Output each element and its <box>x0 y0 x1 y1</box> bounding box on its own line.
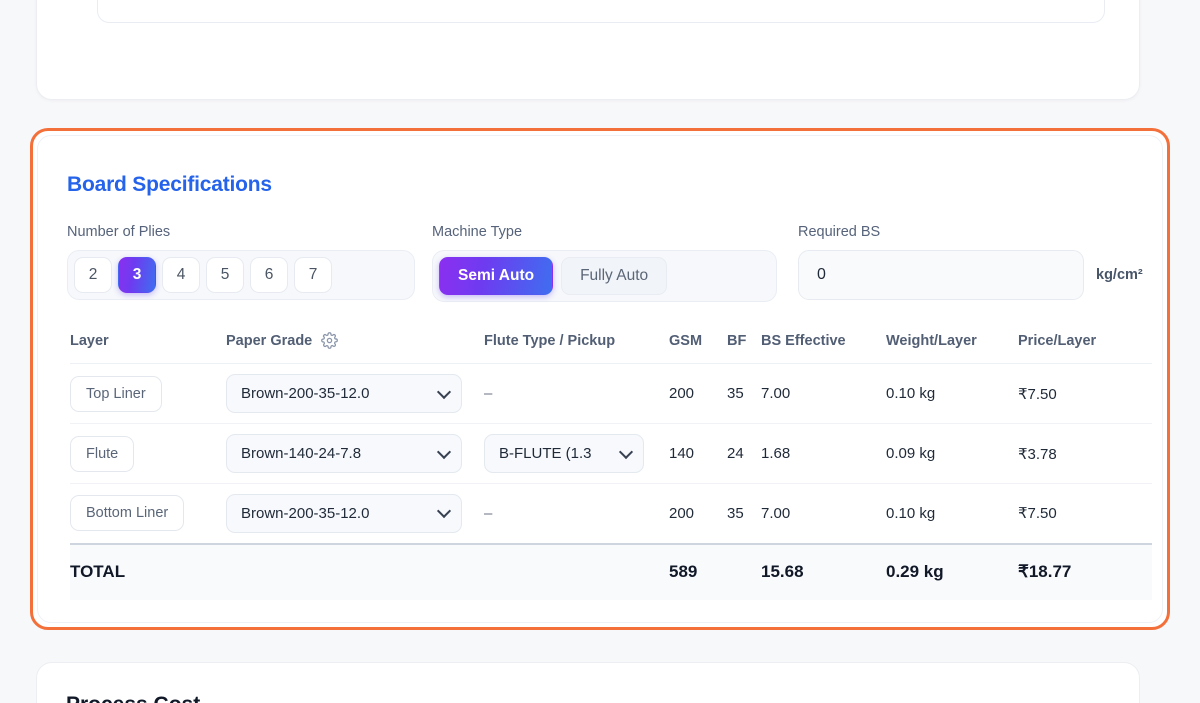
machine-type-control: Machine Type Semi Auto Fully Auto <box>432 224 777 302</box>
layer-chip: Bottom Liner <box>70 495 185 532</box>
total-grade-spacer <box>226 542 484 600</box>
plies-option-5[interactable]: 5 <box>206 257 244 293</box>
header-gsm: GSM <box>669 332 703 349</box>
cell-bs-effective: 7.00 <box>761 483 886 544</box>
flute-type-select[interactable]: B-FLUTE (1.3 <box>484 434 644 473</box>
header-bs-effective: BS Effective <box>761 332 846 349</box>
total-row: TOTAL 589 15.68 0.29 kg ₹18.77 <box>70 542 1152 600</box>
total-bs-effective: 15.68 <box>761 542 886 600</box>
machine-type-label: Machine Type <box>432 224 523 240</box>
total-weight-layer: 0.29 kg <box>886 542 1018 600</box>
table-footer: TOTAL 589 15.68 0.29 kg ₹18.77 <box>70 542 1152 600</box>
layer-chip: Top Liner <box>70 375 162 412</box>
machine-type-option-semi-auto[interactable]: Semi Auto <box>439 257 554 295</box>
paper-grade-select[interactable]: Brown-200-35-12.0 <box>226 493 462 533</box>
cell-weight-layer: 0.10 kg <box>886 363 1018 424</box>
cell-flute-type: – <box>484 483 669 544</box>
total-flute-spacer <box>484 542 669 600</box>
cell-flute-type: – <box>484 363 669 424</box>
plies-option-3[interactable]: 3 <box>118 257 156 293</box>
paper-grade-select[interactable]: Brown-200-35-12.0 <box>226 374 462 413</box>
cell-price-layer: ₹3.78 <box>1018 423 1152 484</box>
header-paper-grade-label: Paper Grade <box>226 332 313 349</box>
cell-bs-effective: 1.68 <box>761 423 886 484</box>
cell-layer: Flute <box>70 423 226 484</box>
page-title: Board Specifications <box>67 173 272 196</box>
cell-price-layer: ₹7.50 <box>1018 363 1152 424</box>
cell-bs-effective: 7.00 <box>761 363 886 424</box>
flute-empty-dash: – <box>484 504 493 522</box>
table-row: Flute Brown-140-24-7.8 <box>70 423 1152 484</box>
cell-weight-layer: 0.09 kg <box>886 423 1018 484</box>
cell-bf: 35 <box>727 363 761 424</box>
header-flute-type: Flute Type / Pickup <box>484 332 616 349</box>
header-bf: BF <box>727 332 747 349</box>
total-gsm: 589 <box>669 542 727 600</box>
total-label: TOTAL <box>70 542 226 600</box>
paper-grade-select[interactable]: Brown-140-24-7.8 <box>226 434 462 473</box>
cell-layer: Bottom Liner <box>70 483 226 544</box>
board-specifications-card: Board Specifications Number of Plies 2 3… <box>30 128 1170 630</box>
cell-weight-layer: 0.10 kg <box>886 483 1018 544</box>
gear-icon[interactable] <box>321 332 339 349</box>
table-header: Layer Paper Grade <box>70 332 1152 364</box>
board-specifications-inner: Board Specifications Number of Plies 2 3… <box>37 135 1163 623</box>
cell-bf: 24 <box>727 423 761 484</box>
required-bs-control: Required BS kg/cm² <box>798 224 1143 300</box>
cell-layer: Top Liner <box>70 363 226 424</box>
cell-flute-type: B-FLUTE (1.3 <box>484 423 669 484</box>
layer-chip: Flute <box>70 435 135 472</box>
table-header-row: Layer Paper Grade <box>70 332 1152 364</box>
cell-gsm: 140 <box>669 423 727 484</box>
header-price-layer: Price/Layer <box>1018 332 1097 349</box>
machine-type-option-fully-auto[interactable]: Fully Auto <box>561 257 668 295</box>
cell-bf: 35 <box>727 483 761 544</box>
required-bs-row: kg/cm² <box>798 250 1143 300</box>
board-layers-table: Layer Paper Grade <box>70 332 1152 600</box>
required-bs-unit: kg/cm² <box>1096 267 1143 283</box>
plies-control: Number of Plies 2 3 4 5 6 7 <box>67 224 415 300</box>
header-layer: Layer <box>70 332 109 349</box>
plies-segmented-group: 2 3 4 5 6 7 <box>67 250 415 300</box>
plies-label: Number of Plies <box>67 224 171 240</box>
dimensions-inner-panel: Joint Width (b) 35 <box>97 0 1105 23</box>
flute-empty-dash: – <box>484 385 493 402</box>
process-cost-title: Process Cost <box>66 693 200 703</box>
header-paper-grade: Paper Grade <box>226 332 484 364</box>
board-controls-row: Number of Plies 2 3 4 5 6 7 Machine Type… <box>67 224 1152 308</box>
plies-option-4[interactable]: 4 <box>162 257 200 293</box>
machine-type-segmented-group: Semi Auto Fully Auto <box>432 250 777 302</box>
required-bs-label: Required BS <box>798 224 881 240</box>
header-weight-layer: Weight/Layer <box>886 332 977 349</box>
plies-option-2[interactable]: 2 <box>74 257 112 293</box>
plies-option-6[interactable]: 6 <box>250 257 288 293</box>
cell-gsm: 200 <box>669 363 727 424</box>
table-body: Top Liner Brown-200-35-12.0 – <box>70 363 1152 544</box>
cell-price-layer: ₹7.50 <box>1018 483 1152 544</box>
cell-paper-grade: Brown-200-35-12.0 <box>226 363 484 424</box>
cell-paper-grade: Brown-140-24-7.8 <box>226 423 484 484</box>
cell-gsm: 200 <box>669 483 727 544</box>
total-bf-spacer <box>727 542 761 600</box>
dimensions-card-partial: Joint Width (b) 35 <box>36 0 1140 100</box>
required-bs-input[interactable] <box>798 250 1084 300</box>
total-price-layer: ₹18.77 <box>1018 542 1152 600</box>
table-row: Bottom Liner Brown-200-35-12.0 – <box>70 483 1152 544</box>
plies-option-7[interactable]: 7 <box>294 257 332 293</box>
process-cost-card-partial: Process Cost <box>36 662 1140 703</box>
table-row: Top Liner Brown-200-35-12.0 – <box>70 363 1152 424</box>
cell-paper-grade: Brown-200-35-12.0 <box>226 483 484 544</box>
